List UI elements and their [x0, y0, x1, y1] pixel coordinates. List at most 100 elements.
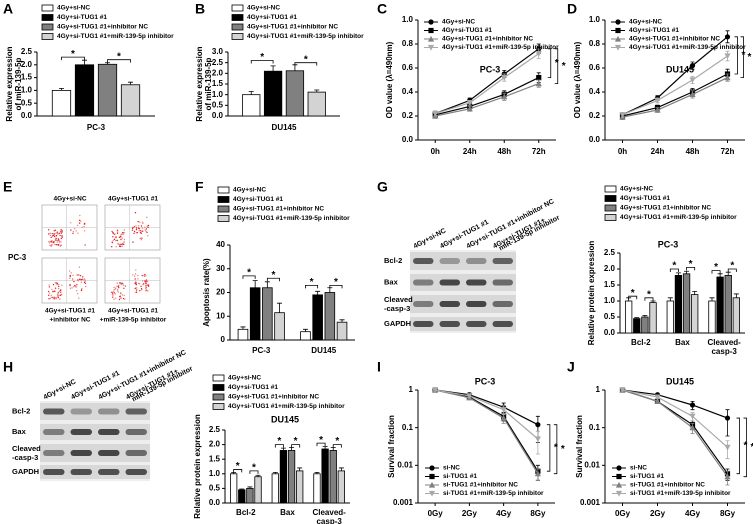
flow-event [143, 275, 146, 278]
flow-event [136, 287, 138, 289]
flow-event [137, 274, 139, 277]
flow-event [76, 274, 78, 276]
marker [689, 424, 696, 431]
flow-event [60, 229, 62, 232]
flow-event [55, 239, 57, 241]
blot-band [413, 279, 434, 286]
flow-event [56, 283, 58, 286]
flow-event [131, 227, 134, 230]
panel-letter: D [567, 1, 577, 17]
legend-label: si-TUG1 #1+inhibitor NC [443, 482, 518, 489]
flow-event [111, 291, 113, 293]
legend-swatch [604, 214, 617, 221]
flow-event [57, 294, 59, 297]
significance-bracket [547, 48, 552, 78]
flow-event [50, 236, 52, 239]
legend-label: 4Gy+si-TUG1 #1 [629, 27, 679, 34]
y-axis-label: Apoptosis rate(%) [202, 258, 211, 327]
marker [654, 97, 661, 104]
flow-event [140, 225, 143, 227]
flow-event [115, 246, 117, 248]
panel-letter: C [377, 1, 387, 17]
bar [246, 487, 254, 504]
flow-event [60, 237, 63, 240]
flow-event [118, 286, 120, 289]
blot-band [43, 450, 65, 456]
flow-event [123, 241, 125, 243]
marker [432, 387, 439, 394]
error-bar [105, 62, 111, 65]
panel-letter: G [377, 179, 388, 195]
lane-label: miR-139-5p inhibitor [498, 214, 561, 252]
flow-event [120, 233, 122, 236]
significance-label: * [751, 442, 753, 453]
y-tick-label: 0.4 [402, 87, 414, 96]
flow-event [60, 241, 62, 243]
flow-event [135, 289, 138, 291]
flow-event [82, 276, 84, 278]
panel-letter: B [195, 1, 205, 17]
flow-event [55, 235, 58, 237]
y-tick-label: 0.6 [589, 63, 601, 72]
marker [724, 74, 731, 81]
x-tick-label: 4Gy [685, 509, 701, 518]
flow-event [113, 286, 115, 289]
flow-event [141, 280, 144, 282]
y-tick-label: 0.0 [589, 135, 601, 144]
marker [615, 19, 621, 25]
bar [633, 318, 641, 334]
bar [641, 316, 649, 334]
flow-event [49, 234, 52, 237]
legend-swatch [217, 205, 230, 213]
flow-event [48, 284, 50, 286]
chart-title: DU145 [271, 414, 299, 424]
flow-event [80, 279, 82, 281]
significance-label: * [71, 49, 75, 60]
significance-label: * [247, 268, 251, 279]
series-line [434, 389, 539, 475]
legend-label: 4Gy+si-NC [629, 19, 662, 26]
flow-event [116, 232, 119, 235]
flow-event [134, 273, 137, 275]
flow-event [122, 233, 124, 236]
flow-event [79, 274, 82, 277]
flow-event [49, 297, 52, 300]
blot-strip [410, 295, 516, 313]
marker [689, 91, 696, 97]
flow-event [54, 287, 57, 289]
significance-label: * [672, 261, 676, 272]
flow-event [114, 297, 117, 299]
y-tick-label: 2.0 [21, 60, 33, 69]
flow-event [76, 284, 78, 286]
flow-event [47, 290, 50, 293]
bar [249, 287, 261, 341]
series-line [622, 36, 728, 116]
marker [428, 481, 436, 488]
flow-event [54, 282, 57, 284]
flow-event [57, 296, 59, 299]
significance-label: * [561, 444, 565, 455]
marker [724, 473, 731, 480]
x-tick-label: 0h [431, 147, 440, 156]
flow-event [52, 297, 54, 299]
flow-event [48, 240, 50, 243]
flow-event [73, 280, 75, 283]
flow-event [135, 231, 138, 234]
blot-band [466, 279, 487, 286]
error-bar [725, 409, 730, 437]
flow-event [141, 237, 143, 239]
flow-event [116, 229, 119, 232]
flow-event [141, 230, 144, 232]
flow-event [116, 288, 119, 291]
significance-label: * [260, 52, 264, 63]
error-bar [247, 486, 253, 489]
panel-letter: H [3, 359, 13, 375]
series-line [435, 53, 540, 115]
legend-label: 4Gy+si-TUG1 #1+miR-139-5p inhibitor [247, 33, 364, 40]
flow-event [51, 244, 53, 246]
flow-event [123, 229, 126, 231]
error-bar [302, 328, 308, 332]
flow-event [147, 234, 149, 237]
y-tick-label: 20 [216, 288, 225, 297]
bar [324, 292, 336, 341]
